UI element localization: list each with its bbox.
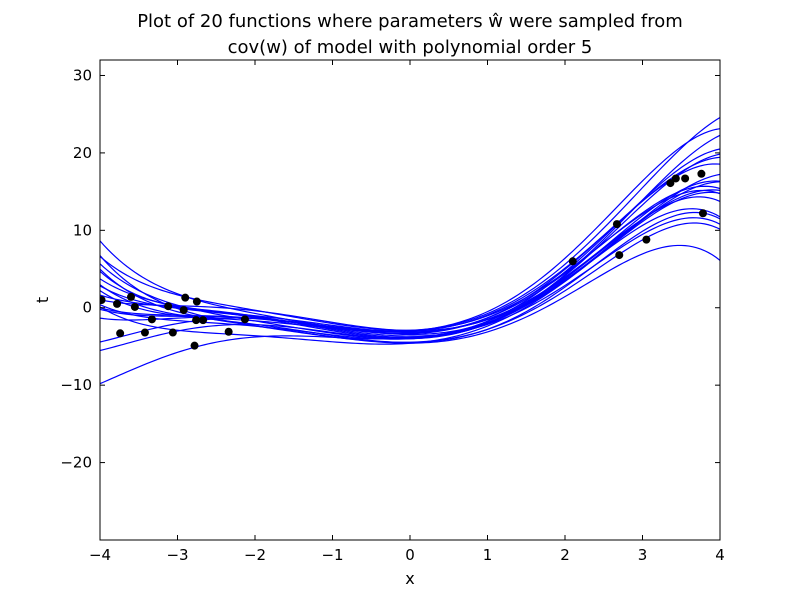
x-tick-label: 4 — [715, 546, 725, 564]
data-point — [192, 297, 201, 306]
x-tick-label: −1 — [321, 546, 343, 564]
data-point — [130, 302, 139, 311]
data-point — [168, 328, 177, 337]
data-point — [113, 299, 122, 308]
y-axis-ticks: −20 −10 0 10 20 30 — [60, 66, 720, 472]
x-tick-label: 1 — [483, 546, 493, 564]
y-axis-label: t — [33, 297, 52, 303]
data-point — [199, 316, 208, 325]
x-axis-ticks: −4 −3 −2 −1 0 1 2 3 4 — [89, 60, 725, 564]
x-tick-label: 3 — [638, 546, 648, 564]
x-tick-label: −2 — [244, 546, 266, 564]
function-series-line — [100, 173, 720, 332]
data-point — [127, 292, 135, 301]
chart-title-line-1: Plot of 20 functions where parameters ŵ … — [137, 11, 683, 32]
y-tick-label: −20 — [60, 454, 92, 472]
data-point — [642, 235, 651, 244]
data-point — [671, 174, 680, 183]
data-point — [192, 316, 201, 325]
data-point — [140, 328, 149, 337]
chart-title-line-2: cov(w) of model with polynomial order 5 — [228, 37, 593, 58]
function-series-line — [100, 156, 720, 333]
plot-frame — [99, 59, 721, 541]
data-point — [147, 315, 156, 324]
y-tick-label: −10 — [60, 376, 92, 394]
data-point — [100, 296, 106, 304]
data-point — [697, 169, 706, 178]
function-series-line — [100, 196, 720, 333]
data-point — [698, 209, 707, 218]
y-tick-label: 30 — [73, 66, 92, 84]
data-point — [116, 329, 125, 338]
data-point — [179, 306, 188, 315]
x-tick-label: 2 — [560, 546, 570, 564]
x-tick-label: 0 — [405, 546, 415, 564]
data-point — [612, 220, 621, 229]
function-series-line — [100, 189, 720, 385]
function-series-line — [100, 185, 720, 334]
data-point — [190, 341, 199, 350]
y-tick-label: 0 — [82, 299, 92, 317]
x-axis-label: x — [405, 569, 414, 588]
function-series-line — [100, 134, 720, 338]
y-tick-label: 20 — [73, 144, 92, 162]
data-point — [615, 251, 624, 260]
data-point — [181, 293, 190, 302]
x-tick-label: −3 — [166, 546, 188, 564]
data-point — [240, 315, 249, 324]
data-points-group — [100, 169, 707, 350]
data-point — [224, 327, 233, 336]
data-point — [568, 257, 577, 266]
data-point — [666, 179, 675, 188]
y-tick-label: 10 — [73, 221, 92, 239]
data-point — [164, 302, 173, 311]
x-tick-label: −4 — [89, 546, 111, 564]
data-point — [681, 174, 690, 183]
